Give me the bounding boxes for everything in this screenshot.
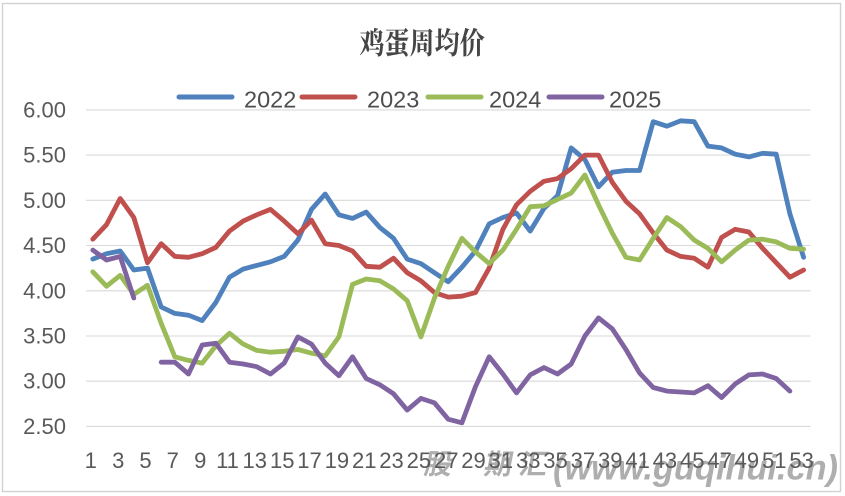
svg-text:4.00: 4.00 — [23, 278, 66, 303]
svg-text:2.50: 2.50 — [23, 414, 66, 439]
svg-text:21: 21 — [352, 448, 376, 473]
svg-text:3: 3 — [112, 448, 124, 473]
svg-text:53: 53 — [789, 448, 813, 473]
svg-text:5: 5 — [139, 448, 151, 473]
svg-text:9: 9 — [194, 448, 206, 473]
svg-text:31: 31 — [489, 448, 513, 473]
svg-text:2025: 2025 — [609, 87, 661, 113]
svg-text:23: 23 — [379, 448, 403, 473]
svg-text:2023: 2023 — [367, 87, 419, 113]
svg-text:27: 27 — [434, 448, 458, 473]
svg-text:15: 15 — [270, 448, 294, 473]
svg-text:3.50: 3.50 — [23, 324, 66, 349]
svg-text:2024: 2024 — [489, 87, 541, 113]
svg-text:39: 39 — [598, 448, 622, 473]
svg-text:13: 13 — [243, 448, 267, 473]
svg-text:(www.guqihui.cn): (www.guqihui.cn) — [553, 449, 838, 488]
svg-text:37: 37 — [571, 448, 595, 473]
svg-text:49: 49 — [735, 448, 759, 473]
svg-text:29: 29 — [461, 448, 485, 473]
svg-text:4.50: 4.50 — [23, 233, 66, 258]
svg-text:41: 41 — [625, 448, 649, 473]
svg-text:19: 19 — [325, 448, 349, 473]
svg-text:17: 17 — [297, 448, 321, 473]
svg-text:51: 51 — [762, 448, 786, 473]
svg-text:7: 7 — [167, 448, 179, 473]
svg-text:25: 25 — [407, 448, 431, 473]
svg-text:6.00: 6.00 — [23, 97, 66, 122]
svg-text:35: 35 — [543, 448, 567, 473]
svg-text:2022: 2022 — [244, 87, 296, 113]
svg-text:5.50: 5.50 — [23, 143, 66, 168]
svg-text:11: 11 — [216, 448, 239, 473]
svg-text:47: 47 — [707, 448, 731, 473]
svg-text:45: 45 — [680, 448, 704, 473]
svg-text:43: 43 — [653, 448, 677, 473]
svg-text:5.00: 5.00 — [23, 188, 66, 213]
svg-text:33: 33 — [516, 448, 540, 473]
svg-text:3.00: 3.00 — [23, 369, 66, 394]
svg-text:1: 1 — [85, 448, 97, 473]
